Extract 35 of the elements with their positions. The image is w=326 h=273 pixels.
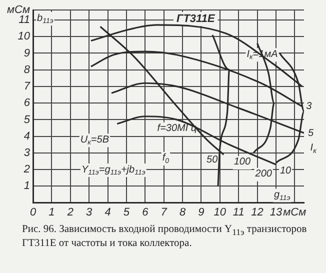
x-tick-label: 1 (48, 206, 55, 218)
annotation: 100 (234, 156, 251, 168)
x-tick-label: 2 (66, 206, 74, 218)
y-tick-label: 9 (24, 47, 30, 60)
annotation: 50 (206, 154, 218, 166)
x-tick-label: 6 (142, 206, 150, 218)
annotation: 200 (254, 168, 272, 180)
annotation: 5 (308, 128, 314, 139)
annotation: 3 (306, 101, 312, 112)
x-tick-label: 7 (160, 206, 168, 218)
x-tick-label: 4 (104, 206, 111, 218)
y-tick-label: 10 (18, 30, 31, 43)
annotation: 10 (280, 165, 292, 176)
x-tick-label: 8 (179, 206, 186, 218)
chart-title: ГТ311Е (176, 13, 216, 26)
y-tick-label: 1 (24, 180, 30, 192)
x-tick-label: 13 (270, 206, 283, 218)
x-tick-label: 9 (198, 206, 204, 218)
text: Рис. 96. Зависимость входной проводимости Y$_{11э}$ транзисторов ГТ311Е от частоты и тока коллектора. (22, 224, 307, 250)
y-tick-label: 2 (22, 164, 30, 176)
y-tick-label: 4 (24, 130, 30, 142)
y-tick-label: 7 (24, 80, 31, 93)
x-tick-label: 3 (86, 206, 94, 218)
y-tick-label: мСм (6, 4, 30, 16)
x-tick-label: 5 (123, 206, 130, 218)
y-tick-label: 6 (24, 97, 31, 110)
x-tick-label: мСм (283, 206, 307, 218)
y-tick-label: 8 (24, 64, 31, 76)
x-tick-label: 11 (232, 206, 244, 218)
x-tick-label: 0 (30, 206, 37, 218)
x-tick-label: 12 (251, 206, 264, 218)
y-tick-label: 3 (24, 147, 31, 159)
y-tick-label: 11 (18, 14, 30, 26)
x-tick-label: 10 (214, 206, 227, 218)
y-tick-label: 5 (24, 114, 31, 126)
